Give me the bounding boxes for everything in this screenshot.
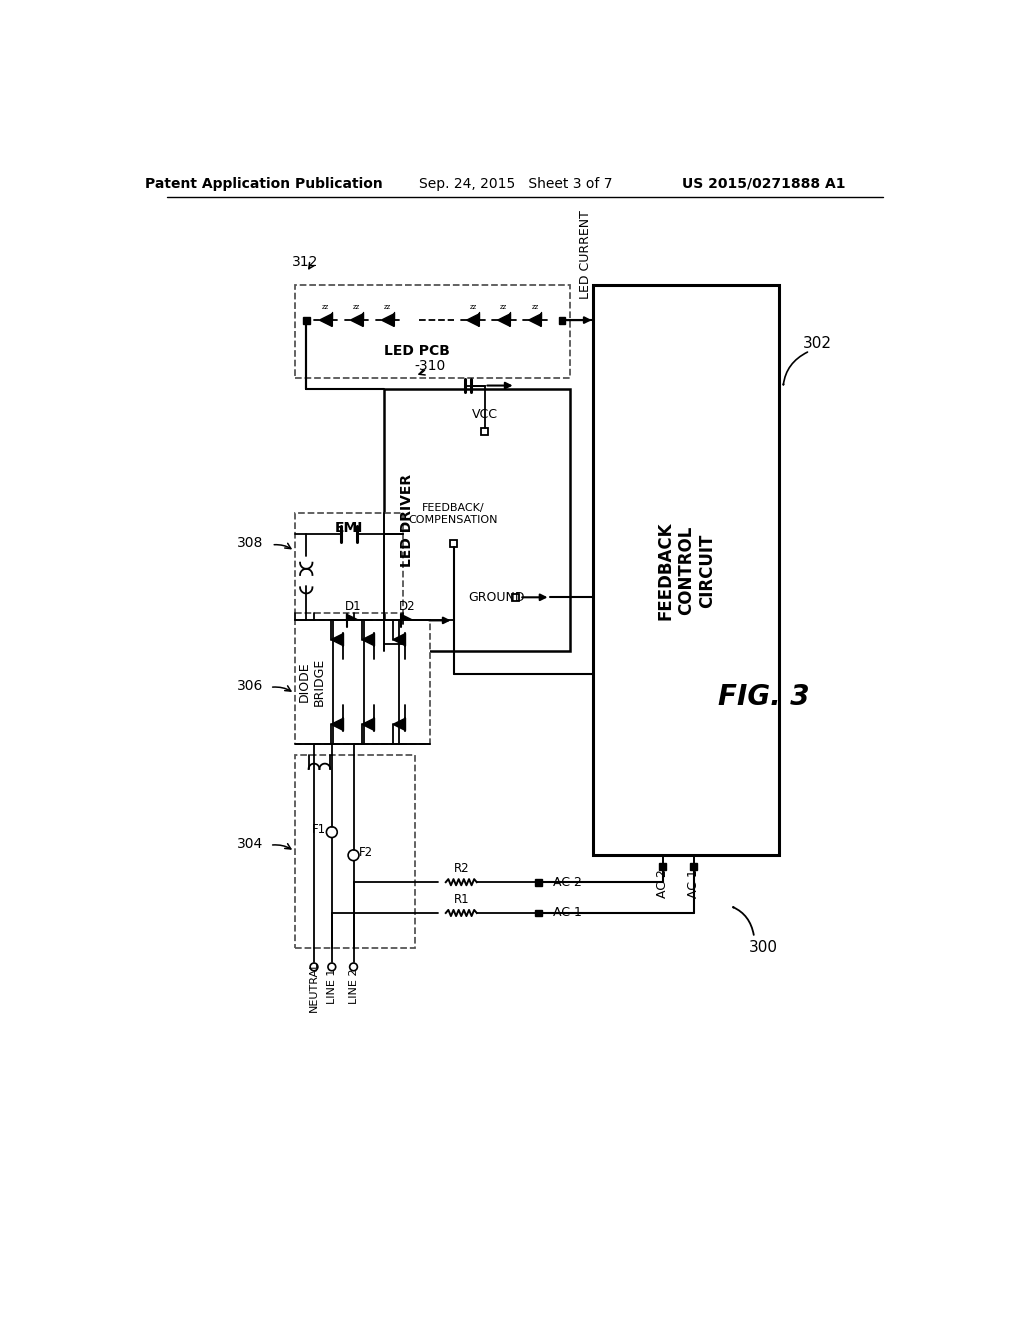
Bar: [536, 909, 543, 916]
Circle shape: [349, 964, 357, 970]
Text: R2: R2: [454, 862, 469, 875]
Text: AC 1: AC 1: [687, 870, 700, 898]
Text: AC 1: AC 1: [553, 907, 582, 920]
Text: AC 2: AC 2: [656, 870, 670, 898]
Text: R1: R1: [454, 892, 469, 906]
Polygon shape: [498, 314, 510, 326]
Polygon shape: [331, 718, 343, 730]
Text: Patent Application Publication: Patent Application Publication: [144, 177, 383, 191]
Text: zz: zz: [384, 304, 391, 310]
Text: VCC: VCC: [471, 408, 498, 421]
Bar: [303, 317, 309, 323]
Text: 304: 304: [238, 837, 263, 850]
Text: D2: D2: [398, 601, 416, 612]
Bar: [536, 879, 543, 886]
Text: zz: zz: [531, 304, 539, 310]
Circle shape: [328, 964, 336, 970]
Text: zz: zz: [353, 304, 360, 310]
FancyArrowPatch shape: [733, 907, 754, 935]
Polygon shape: [331, 634, 343, 645]
Bar: [295, 285, 569, 378]
Bar: [384, 389, 569, 651]
Text: LINE 2: LINE 2: [348, 969, 358, 1005]
Text: F2: F2: [358, 846, 373, 859]
Text: zz: zz: [469, 304, 476, 310]
Text: NEUTRAL: NEUTRAL: [309, 961, 319, 1012]
Polygon shape: [393, 634, 406, 645]
Polygon shape: [400, 614, 414, 627]
Text: DIODE
BRIDGE: DIODE BRIDGE: [298, 657, 326, 706]
Text: zz: zz: [322, 304, 330, 310]
Polygon shape: [319, 314, 332, 326]
Text: 302: 302: [803, 335, 833, 351]
Text: D1: D1: [344, 601, 361, 612]
Bar: [295, 620, 430, 743]
Text: F1: F1: [312, 824, 327, 837]
Text: 300: 300: [749, 940, 778, 956]
Polygon shape: [528, 314, 541, 326]
Text: LED DRIVER: LED DRIVER: [400, 474, 414, 566]
Text: EMI: EMI: [335, 521, 364, 535]
Polygon shape: [467, 314, 479, 326]
FancyArrowPatch shape: [783, 352, 808, 385]
Bar: [481, 428, 488, 436]
Text: LINE 1: LINE 1: [327, 969, 337, 1003]
Circle shape: [348, 850, 359, 861]
Text: FEEDBACK
CONTROL
CIRCUIT: FEEDBACK CONTROL CIRCUIT: [656, 521, 716, 619]
Bar: [558, 317, 565, 323]
Bar: [659, 863, 667, 870]
Bar: [450, 540, 457, 546]
Circle shape: [310, 964, 317, 970]
Text: FIG. 3: FIG. 3: [718, 684, 809, 711]
Text: FEEDBACK/
COMPENSATION: FEEDBACK/ COMPENSATION: [409, 503, 499, 525]
Bar: [295, 512, 403, 612]
Bar: [512, 594, 519, 601]
Text: AC 2: AC 2: [553, 875, 582, 888]
Text: Sep. 24, 2015   Sheet 3 of 7: Sep. 24, 2015 Sheet 3 of 7: [419, 177, 612, 191]
Text: -310: -310: [415, 359, 445, 374]
Polygon shape: [350, 314, 362, 326]
Bar: [593, 285, 779, 855]
Bar: [295, 755, 415, 948]
Bar: [690, 863, 697, 870]
Polygon shape: [393, 718, 406, 730]
Polygon shape: [362, 718, 375, 730]
Polygon shape: [346, 614, 359, 627]
Text: LED PCB: LED PCB: [384, 345, 450, 358]
Text: 312: 312: [292, 255, 317, 269]
Text: US 2015/0271888 A1: US 2015/0271888 A1: [682, 177, 845, 191]
Polygon shape: [362, 634, 375, 645]
Text: 306: 306: [238, 678, 263, 693]
Polygon shape: [381, 314, 394, 326]
Text: zz: zz: [501, 304, 508, 310]
Text: 308: 308: [238, 536, 263, 550]
Text: GROUND: GROUND: [468, 591, 524, 603]
Circle shape: [327, 826, 337, 838]
Text: LED CURRENT: LED CURRENT: [579, 210, 592, 300]
